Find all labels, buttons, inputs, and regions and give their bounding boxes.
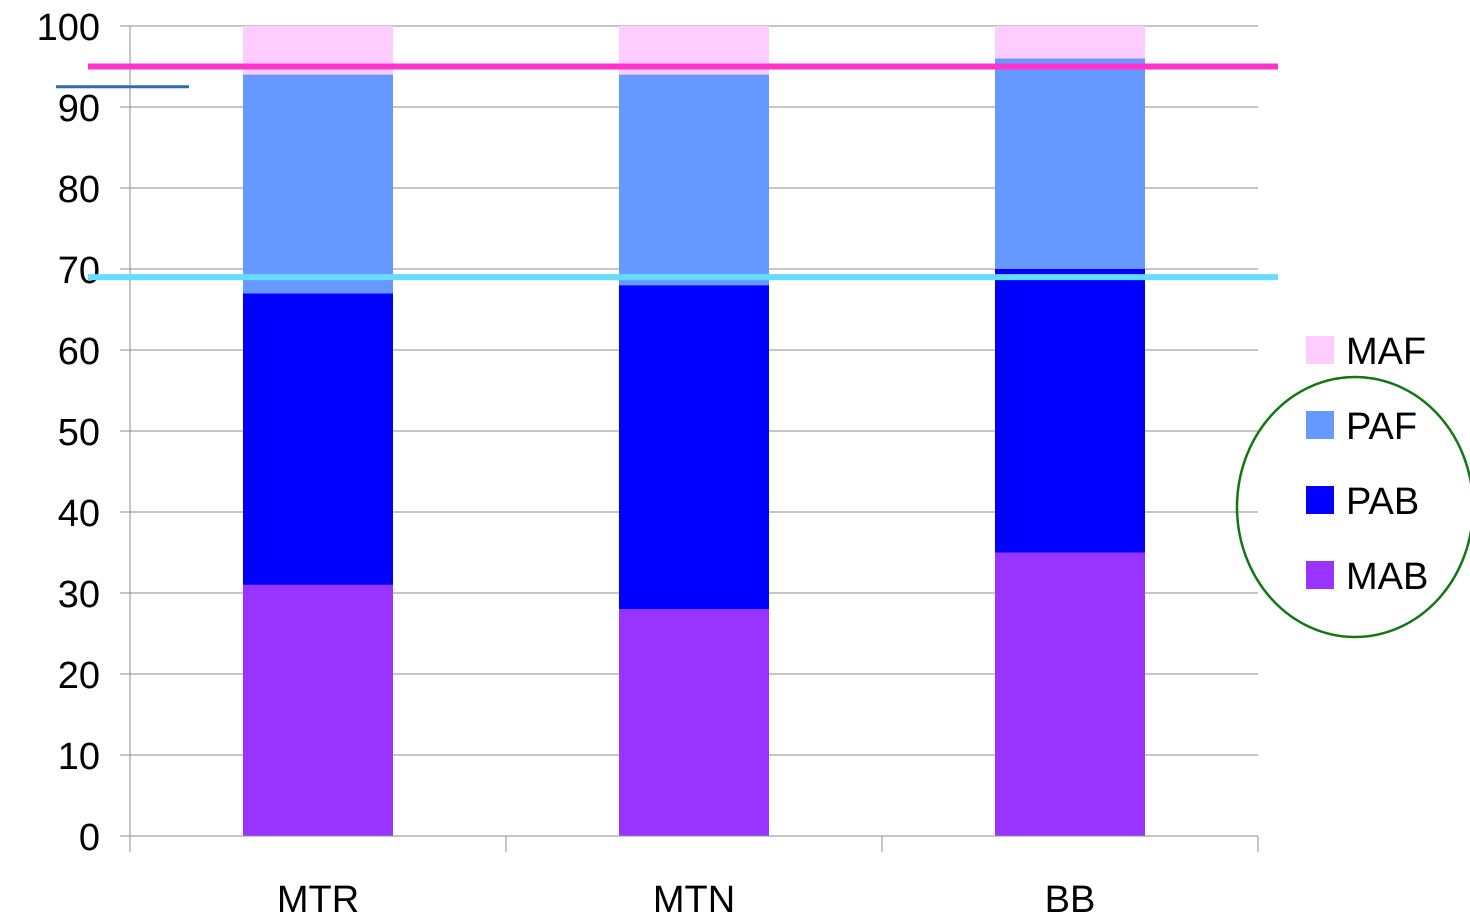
y-tick-label-20: 20 xyxy=(58,655,100,697)
y-tick-label-40: 40 xyxy=(58,493,100,535)
bar-mtr-paf xyxy=(243,74,393,294)
bar-mtn-pab xyxy=(619,285,769,610)
bar-mtr-mab xyxy=(243,584,393,836)
legend-swatch-paf xyxy=(1306,411,1334,439)
legend-label-maf: MAF xyxy=(1346,331,1426,373)
annotation-ellipse xyxy=(1235,375,1470,639)
x-tick-label-mtr: MTR xyxy=(277,879,359,917)
axes: 0 10 20 30 40 50 60 70 80 90 100 MTR MTN BB xyxy=(37,7,1259,917)
legend-swatch-maf xyxy=(1306,336,1334,364)
y-tick-label-80: 80 xyxy=(58,169,100,211)
y-tick-label-90: 90 xyxy=(58,88,100,130)
bar-mtn-mab xyxy=(619,609,769,836)
y-tick-label-30: 30 xyxy=(58,574,100,616)
bar-bb-mab xyxy=(995,552,1145,836)
y-tick-label-70: 70 xyxy=(58,250,100,292)
legend-label-pab: PAB xyxy=(1346,481,1419,523)
x-tick-label-mtn: MTN xyxy=(653,879,735,917)
legend-label-mab: MAB xyxy=(1346,556,1428,598)
y-tick-label-0: 0 xyxy=(79,817,100,859)
y-tick-label-10: 10 xyxy=(58,736,100,778)
bar-mtr-pab xyxy=(243,293,393,585)
bars xyxy=(243,26,1145,836)
y-tick-label-100: 100 xyxy=(37,7,100,49)
x-tick-label-bb: BB xyxy=(1045,879,1096,917)
y-tick-label-60: 60 xyxy=(58,331,100,373)
bar-bb-paf xyxy=(995,58,1145,270)
bar-mtn-paf xyxy=(619,74,769,286)
bar-bb-maf xyxy=(995,26,1145,59)
bar-bb-pab xyxy=(995,269,1145,553)
legend-label-paf: PAF xyxy=(1346,406,1417,448)
legend-swatch-mab xyxy=(1306,561,1334,589)
reference-lines xyxy=(56,63,1278,281)
legend-swatch-pab xyxy=(1306,486,1334,514)
annotation xyxy=(1235,375,1470,639)
legend: MAF PAF PAB MAB xyxy=(1306,331,1428,598)
y-tick-label-50: 50 xyxy=(58,412,100,454)
